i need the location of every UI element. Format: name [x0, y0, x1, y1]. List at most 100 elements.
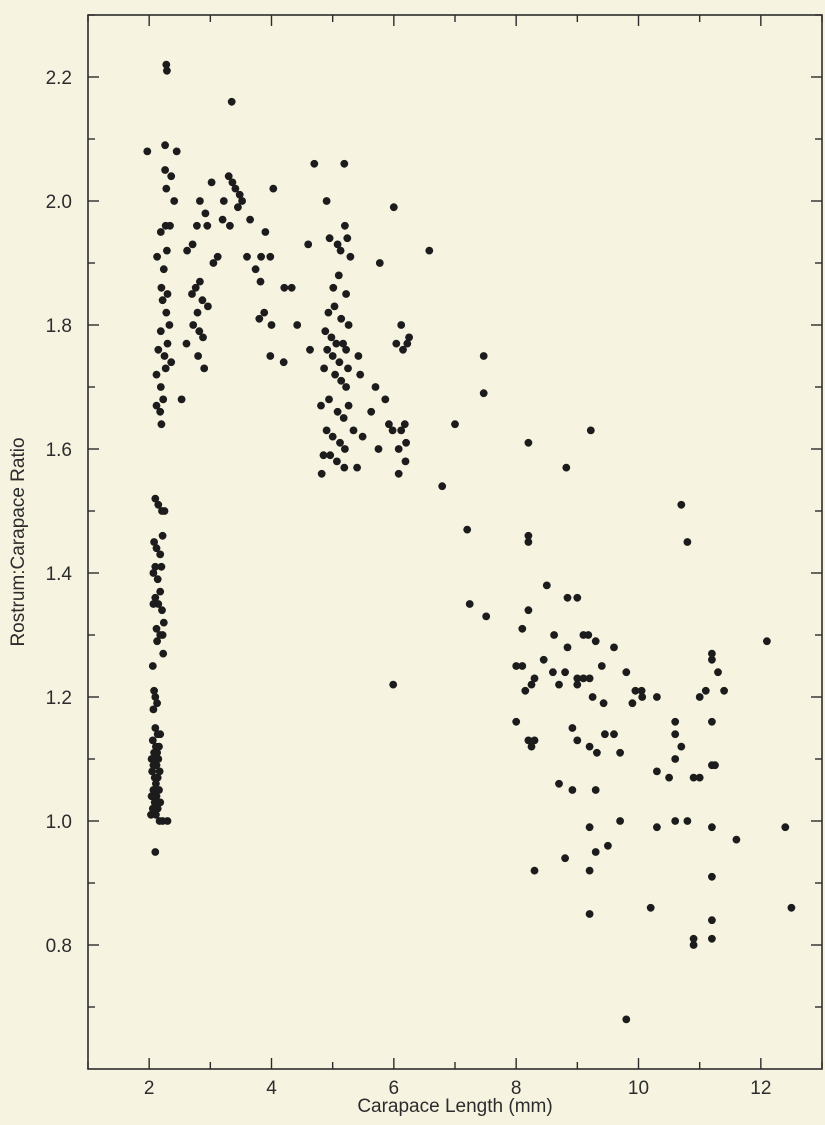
data-point — [154, 600, 163, 608]
data-point — [524, 531, 533, 540]
data-point — [677, 500, 686, 509]
data-point — [322, 426, 331, 435]
data-point — [326, 451, 335, 460]
data-point — [218, 215, 227, 224]
data-point — [261, 228, 270, 236]
data-point — [203, 221, 212, 230]
data-point — [153, 637, 162, 646]
data-point — [328, 432, 337, 441]
data-point — [344, 321, 353, 329]
data-point — [320, 364, 328, 373]
data-point — [339, 414, 348, 422]
data-point — [585, 742, 594, 751]
data-point — [671, 730, 680, 739]
data-point — [689, 934, 698, 943]
data-point — [163, 817, 172, 825]
data-point — [616, 748, 624, 757]
data-point — [781, 823, 790, 832]
axis-ticks — [87, 14, 823, 1069]
data-point — [591, 637, 600, 646]
data-point — [148, 767, 157, 776]
data-point — [671, 817, 680, 825]
data-point — [156, 407, 165, 416]
data-point — [321, 327, 330, 336]
data-point — [257, 252, 265, 261]
x-axis-title: Carapace Length (mm) — [357, 1096, 552, 1117]
data-point — [394, 445, 403, 453]
data-point — [400, 420, 409, 429]
data-point — [527, 742, 536, 751]
data-point — [708, 717, 716, 726]
data-point — [343, 234, 352, 243]
data-point — [279, 358, 288, 367]
data-point — [346, 252, 355, 261]
data-point — [151, 848, 160, 856]
data-point — [147, 810, 155, 819]
data-point — [266, 252, 275, 261]
data-point — [512, 662, 521, 670]
data-point — [152, 544, 161, 553]
data-point — [555, 779, 563, 788]
data-point — [555, 680, 563, 689]
data-point — [149, 786, 158, 794]
data-point — [482, 612, 491, 621]
data-point — [266, 352, 275, 360]
data-point — [333, 407, 342, 416]
data-point — [161, 166, 170, 174]
data-point — [227, 97, 236, 106]
data-point — [204, 302, 212, 311]
data-point — [195, 327, 204, 336]
data-point — [161, 141, 170, 150]
data-point — [219, 197, 228, 205]
data-point — [330, 302, 339, 311]
data-point — [353, 463, 361, 472]
data-point — [334, 271, 343, 280]
data-point — [616, 817, 624, 825]
data-point — [151, 724, 160, 732]
data-point — [189, 321, 198, 329]
data-point — [163, 66, 171, 75]
data-point — [177, 395, 186, 404]
data-point — [518, 624, 527, 633]
data-point — [530, 674, 539, 683]
data-point — [269, 184, 278, 193]
data-point — [325, 234, 334, 243]
data-point — [183, 246, 192, 255]
data-point — [336, 438, 344, 447]
data-point — [340, 463, 349, 472]
data-point — [593, 748, 601, 757]
data-point — [317, 401, 325, 410]
data-point — [342, 345, 350, 354]
data-point — [354, 352, 363, 360]
data-point — [584, 631, 593, 639]
data-point — [267, 321, 276, 329]
data-point — [597, 662, 606, 670]
data-point — [381, 395, 390, 404]
data-point — [708, 649, 716, 658]
data-point — [568, 786, 577, 794]
data-point — [512, 717, 521, 726]
data-point — [708, 655, 716, 664]
data-point — [708, 872, 716, 881]
data-point — [156, 798, 165, 807]
data-point — [324, 308, 333, 317]
data-point — [319, 451, 328, 460]
data-point — [154, 755, 163, 763]
data-point — [152, 401, 161, 410]
data-point — [148, 804, 157, 813]
data-point — [677, 742, 686, 751]
data-point — [331, 370, 339, 379]
data-point — [646, 903, 655, 912]
data-point — [671, 755, 680, 763]
data-point — [149, 569, 158, 577]
data-point — [344, 364, 352, 373]
x-tick-label: 12 — [750, 1078, 771, 1099]
y-tick-label: 1.8 — [46, 316, 72, 337]
data-point — [160, 507, 169, 515]
data-point — [708, 934, 716, 943]
data-point — [156, 550, 165, 559]
data-point — [235, 190, 244, 199]
data-point — [163, 339, 172, 348]
data-point — [720, 686, 728, 695]
